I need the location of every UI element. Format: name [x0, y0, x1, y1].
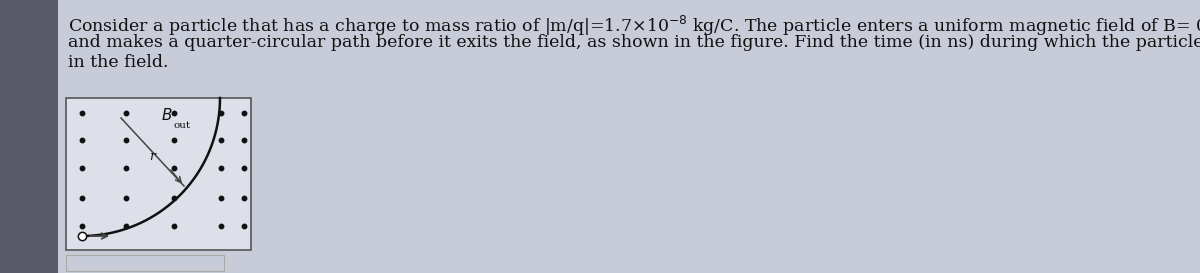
- Bar: [66, 98, 251, 250]
- Text: in the field.: in the field.: [68, 54, 168, 71]
- Bar: [0, 0, 58, 273]
- Text: and makes a quarter-circular path before it exits the field, as shown in the fig: and makes a quarter-circular path before…: [68, 34, 1200, 51]
- Text: r: r: [149, 150, 155, 163]
- Bar: [66, 255, 224, 271]
- Text: out: out: [173, 121, 190, 130]
- Text: $B$: $B$: [161, 107, 173, 123]
- Text: Consider a particle that has a charge to mass ratio of |m/q|=1.7×10$^{-8}$ kg/C.: Consider a particle that has a charge to…: [68, 14, 1200, 38]
